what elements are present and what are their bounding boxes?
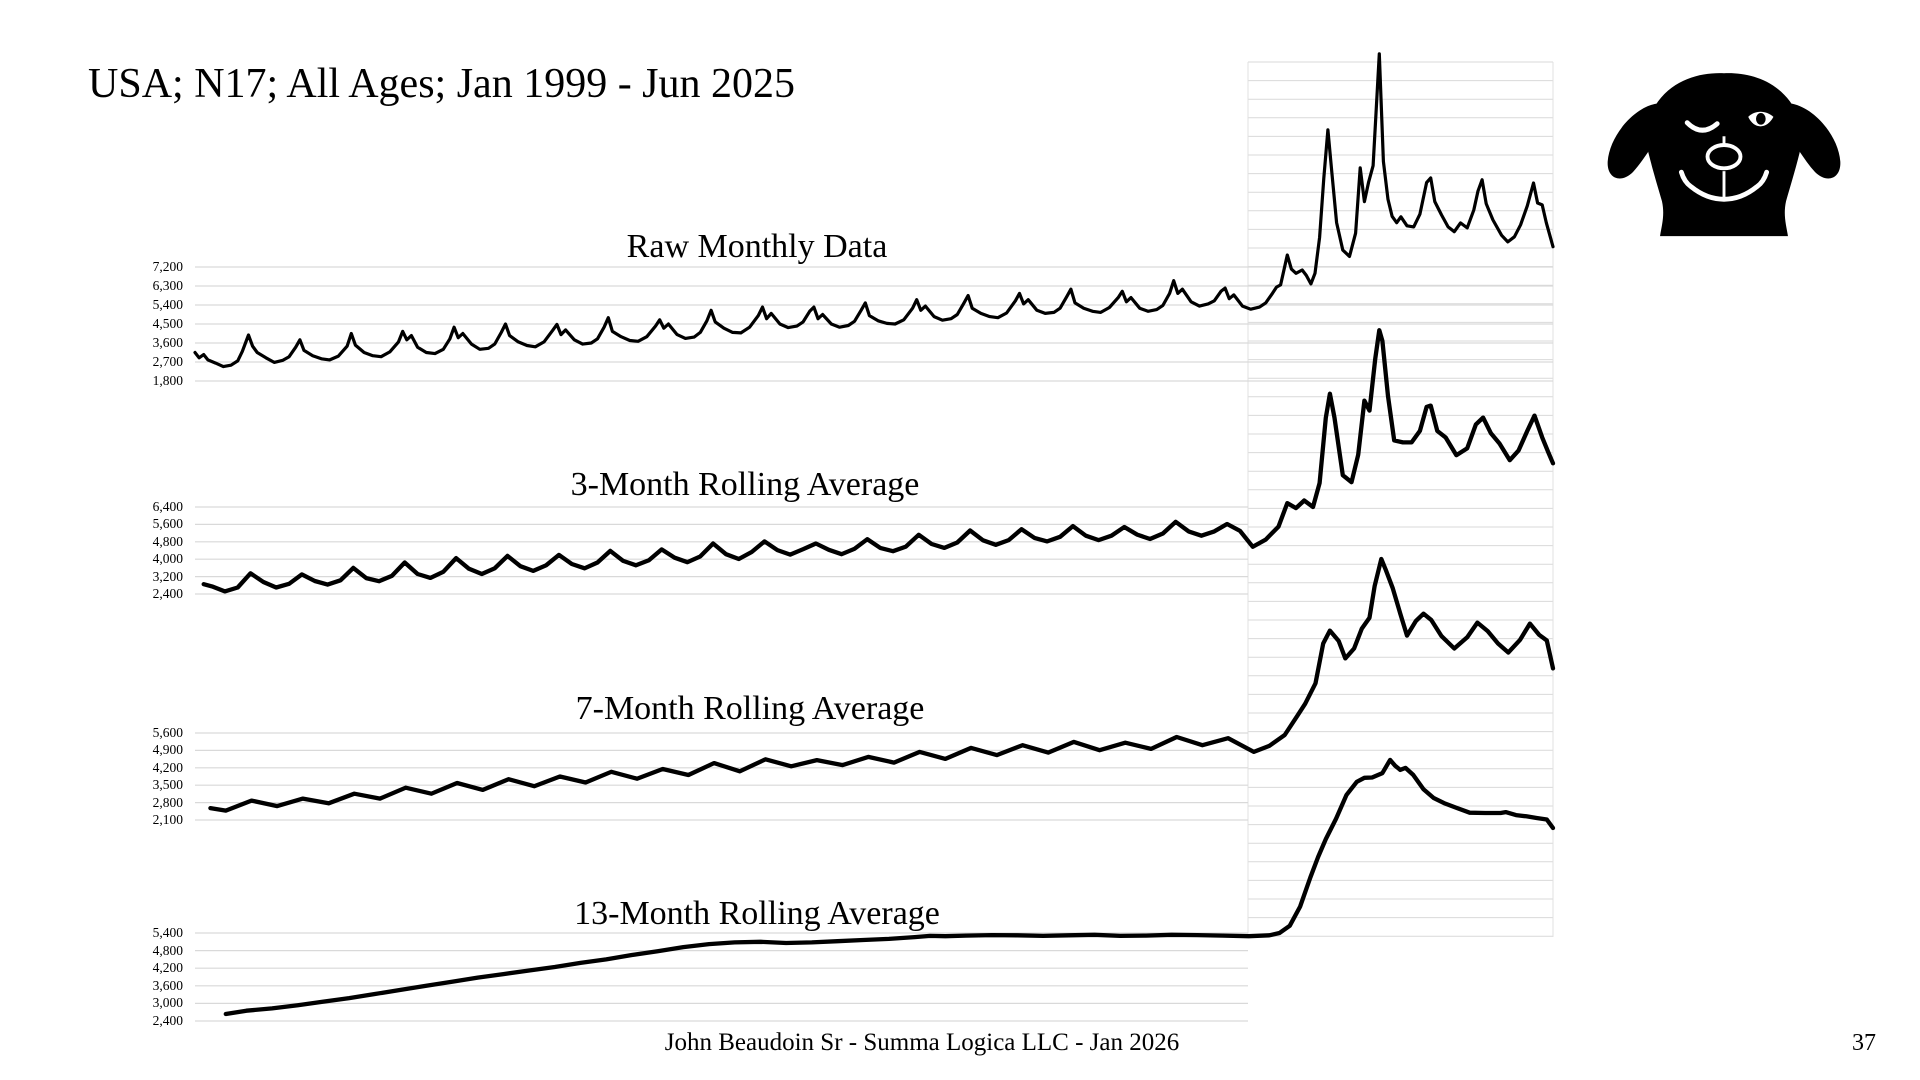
y-axis-tick-label: 2,700 (152, 354, 183, 369)
page-title: USA; N17; All Ages; Jan 1999 - Jun 2025 (88, 61, 796, 107)
y-axis-tick-label: 6,400 (152, 499, 183, 514)
y-axis-tick-label: 2,400 (152, 586, 183, 601)
y-axis-tick-label: 5,600 (152, 725, 183, 740)
y-axis-tick-label: 3,600 (152, 335, 183, 350)
footer-credit: John Beaudoin Sr - Summa Logica LLC - Ja… (664, 1029, 1180, 1056)
data-line-1 (193, 52, 1555, 369)
y-axis-tick-label: 7,200 (152, 259, 183, 274)
chart-title-raw-monthly: Raw Monthly Data (626, 228, 888, 265)
data-line-3 (208, 556, 1556, 813)
y-axis-tick-label: 3,600 (152, 977, 183, 993)
y-axis-tick-label: 4,500 (152, 316, 183, 331)
chart-title-13-month: 13-Month Rolling Average (574, 895, 940, 932)
page-number: 37 (1852, 1030, 1876, 1056)
y-axis-tick-label: 1,800 (152, 373, 183, 388)
y-axis-tick-label: 4,900 (152, 742, 183, 758)
y-axis-tick-label: 3,500 (152, 777, 183, 793)
black-dog-logo-icon (1607, 73, 1841, 237)
y-axis-tick-label: 4,800 (152, 533, 183, 549)
chart-title-3-month: 3-Month Rolling Average (570, 466, 920, 503)
data-line-4 (223, 757, 1556, 1017)
y-axis-tick-label: 5,400 (152, 297, 183, 312)
y-axis-tick-label: 6,300 (152, 278, 183, 293)
chart-title-7-month: 7-Month Rolling Average (575, 690, 925, 727)
y-axis-tick-label: 5,400 (152, 925, 183, 940)
data-line-2 (201, 328, 1556, 594)
y-axis-tick-label: 4,800 (152, 942, 183, 958)
y-axis-tick-label: 4,200 (152, 960, 183, 976)
y-axis-tick-label: 3,000 (152, 995, 183, 1011)
y-axis-tick-label: 2,400 (152, 1013, 183, 1028)
y-axis-tick-label: 4,200 (152, 759, 183, 775)
y-axis-tick-label: 2,100 (152, 812, 183, 827)
y-axis-tick-label: 3,200 (152, 568, 183, 584)
y-axis-tick-label: 5,600 (152, 516, 183, 532)
y-axis-tick-label: 4,000 (152, 551, 183, 567)
y-axis-tick-label: 2,800 (152, 794, 183, 810)
